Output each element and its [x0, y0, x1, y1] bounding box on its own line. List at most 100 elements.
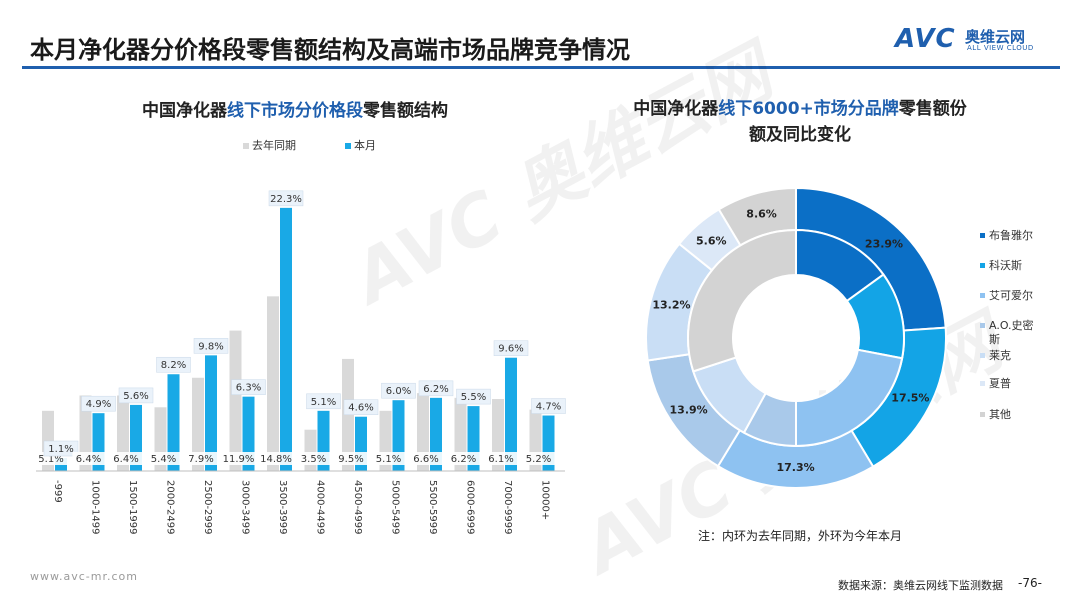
data-label-this-month: 6.0%	[386, 386, 411, 397]
data-label-bg	[493, 340, 529, 356]
data-label-this-month: 5.5%	[461, 392, 486, 403]
legend-item-this-month: 本月	[345, 137, 376, 153]
legend-label: 去年同期	[252, 139, 296, 152]
donut-data-label: 13.9%	[670, 404, 708, 417]
legend-swatch	[980, 381, 985, 386]
footer-source: 数据来源：奥维云网线下监测数据	[838, 579, 1003, 592]
data-label-bg	[222, 452, 255, 465]
data-label-this-month: 1.1%	[48, 444, 73, 455]
donut-data-label: 8.6%	[746, 208, 777, 221]
legend-item: 科沃斯	[980, 259, 1036, 273]
legend-swatch	[980, 353, 985, 358]
data-label-bg	[260, 452, 292, 465]
data-label-this-month: 8.2%	[161, 360, 186, 371]
logo-avc-text: AVC	[895, 24, 956, 54]
logo-en-text: ALL VIEW CLOUD	[967, 44, 1034, 52]
legend-swatch	[345, 143, 351, 149]
donut-chart-title: 中国净化器线下6000+市场分品牌零售额份 额及同比变化	[633, 99, 967, 145]
data-label-bg	[147, 452, 180, 465]
legend-label: 艾可爱尔	[989, 289, 1033, 302]
bar-last-year	[417, 393, 429, 471]
data-label-bg	[447, 452, 480, 465]
data-label-last-year: 6.4%	[113, 454, 138, 465]
data-label-bg	[410, 452, 442, 465]
legend-label: A.O.史密斯	[989, 319, 1034, 346]
x-tick-label: 3000-3499	[240, 480, 251, 535]
data-label-last-year: 6.2%	[451, 454, 476, 465]
data-label-last-year: 11.9%	[223, 454, 255, 465]
x-tick-label: 5000-5499	[390, 480, 401, 535]
x-tick-label: 1500-1999	[127, 480, 138, 535]
donut-data-label: 13.2%	[652, 298, 690, 311]
data-label-bg	[372, 452, 405, 465]
donut-data-label: 17.3%	[777, 461, 815, 474]
data-label-last-year: 7.9%	[188, 454, 213, 465]
legend-label: 莱克	[989, 349, 1011, 362]
donut-data-label: 5.6%	[696, 235, 727, 248]
data-label-last-year: 5.4%	[151, 454, 176, 465]
data-label-last-year: 5.2%	[526, 454, 551, 465]
footer-url: www.avc-mr.com	[30, 570, 138, 583]
x-tick-label: 5500-5999	[427, 480, 438, 535]
donut-data-label: 23.9%	[865, 238, 903, 251]
data-label-bg	[81, 395, 116, 412]
data-label-bg	[306, 393, 341, 410]
bar-this-month	[205, 355, 217, 471]
data-label-this-month: 4.9%	[86, 399, 111, 410]
x-tick-label: 3500-3999	[277, 480, 288, 535]
legend-swatch	[243, 143, 249, 149]
legend-label: 夏普	[989, 377, 1011, 390]
x-tick-label: 10000+	[540, 480, 551, 520]
data-label-this-month: 4.7%	[536, 402, 561, 413]
data-label-this-month: 6.2%	[423, 384, 448, 395]
data-label-bg	[118, 387, 154, 404]
data-label-last-year: 6.6%	[413, 454, 438, 465]
data-label-this-month: 9.6%	[498, 344, 523, 355]
data-label-last-year: 5.1%	[376, 454, 401, 465]
data-label-bg	[343, 399, 379, 415]
data-label-bg	[110, 452, 142, 465]
data-label-bg	[268, 190, 304, 207]
donut-data-label: 17.5%	[891, 392, 929, 405]
x-tick-label: 4500-4999	[352, 480, 363, 535]
x-tick-label: 6000-6999	[465, 480, 476, 535]
donut-slice	[687, 228, 797, 373]
page-number: -76-	[1018, 576, 1042, 590]
data-label-this-month: 4.6%	[348, 403, 373, 414]
data-label-last-year: 9.5%	[338, 454, 363, 465]
bar-chart-title: 中国净化器线下市场分价格段零售额结构	[142, 101, 448, 121]
data-label-bg	[381, 382, 416, 399]
data-label-bg	[297, 452, 330, 465]
legend-item: A.O.史密斯	[980, 319, 1036, 347]
data-label-bg	[531, 398, 566, 414]
data-label-bg	[522, 452, 555, 465]
data-label-last-year: 6.4%	[76, 454, 101, 465]
x-tick-label: 2500-2999	[202, 480, 213, 535]
data-label-last-year: 6.1%	[488, 454, 513, 465]
legend-label: 本月	[354, 139, 376, 152]
chart-note: 注：内环为去年同期，外环为今年本月	[698, 529, 903, 543]
data-label-bg	[418, 380, 454, 397]
legend-item: 其他	[980, 408, 1036, 422]
data-label-last-year: 3.5%	[301, 454, 326, 465]
data-label-bg	[456, 388, 491, 405]
data-label-bg	[43, 440, 79, 457]
bar-last-year	[229, 330, 242, 471]
legend-label: 其他	[989, 408, 1011, 421]
data-label-last-year: 14.8%	[260, 454, 292, 465]
legend-swatch	[980, 233, 985, 238]
data-label-this-month: 6.3%	[236, 383, 261, 394]
legend-item: 布鲁雅尔	[980, 229, 1036, 243]
legend-label: 科沃斯	[989, 259, 1022, 272]
x-tick-label: 7000-9999	[502, 480, 513, 535]
x-tick-label: 1000-1499	[90, 480, 101, 535]
data-label-last-year: 5.1%	[38, 454, 63, 465]
bar-this-month	[167, 374, 180, 471]
data-label-this-month: 5.6%	[123, 391, 148, 402]
data-label-bg	[185, 452, 217, 465]
data-label-bg	[231, 379, 266, 395]
data-label-this-month: 22.3%	[270, 194, 302, 205]
legend-item: 夏普	[980, 377, 1036, 391]
